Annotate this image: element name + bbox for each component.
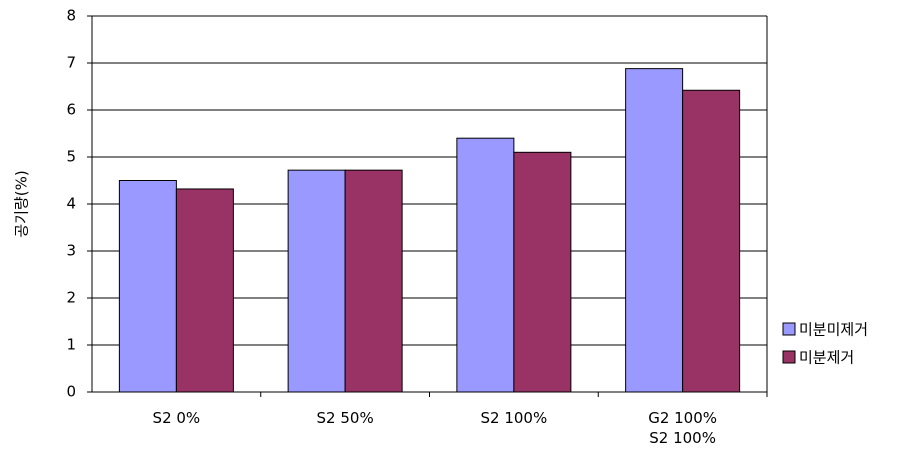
legend-label: 미분미제거 <box>799 321 868 339</box>
legend-swatch <box>782 322 796 336</box>
y-tick-label: 0 <box>66 383 76 401</box>
y-tick-label: 1 <box>66 336 76 354</box>
x-tick-label: S2 0% <box>152 409 201 427</box>
x-tick-label: G2 100% S2 100% <box>648 409 718 447</box>
y-tick-label: 5 <box>66 148 76 166</box>
bar <box>344 169 403 393</box>
bar <box>456 137 515 393</box>
x-tick-label: S2 100% <box>480 409 548 427</box>
y-tick-label: 3 <box>66 242 76 260</box>
y-tick-label: 7 <box>66 54 76 72</box>
y-tick-label: 8 <box>66 7 76 25</box>
y-tick-label: 2 <box>66 289 76 307</box>
bar <box>682 89 741 393</box>
bar <box>513 151 572 393</box>
x-tick-label: S2 50% <box>316 409 374 427</box>
bar <box>118 180 177 393</box>
legend-label: 미분제거 <box>799 349 854 367</box>
y-tick-label: 6 <box>66 101 76 119</box>
bar <box>287 169 346 393</box>
y-tick-label: 4 <box>66 195 76 213</box>
bar <box>175 188 234 393</box>
y-axis-label: 공기량(%) <box>13 170 31 237</box>
legend-swatch <box>782 350 796 364</box>
bar <box>625 68 684 393</box>
